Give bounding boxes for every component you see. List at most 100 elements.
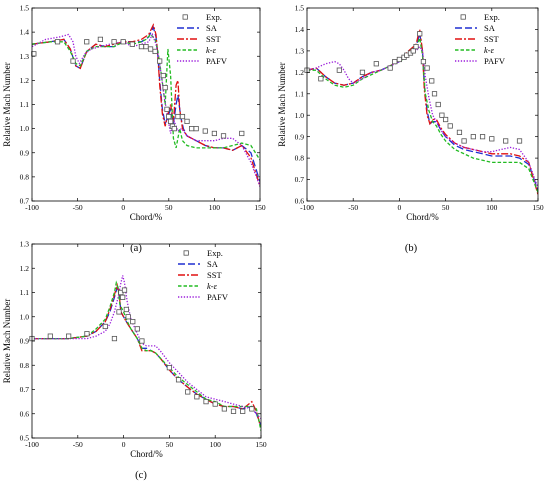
y-tick-label: 1.2 <box>20 264 30 273</box>
exp-point-c <box>121 287 128 293</box>
exp-point-a <box>138 44 145 50</box>
exp-point-a <box>193 126 199 132</box>
exp-point-b <box>373 61 379 67</box>
exp-point-a <box>162 85 168 91</box>
x-axis-label: Chord/% <box>406 212 439 222</box>
y-axis-label: Relative Mach Number <box>277 62 287 146</box>
exp-point-b <box>413 44 419 50</box>
y-tick-label: 0.5 <box>20 434 30 443</box>
exp-point-b <box>417 31 423 37</box>
series-b-3-line <box>307 37 538 193</box>
x-tick-label: 0 <box>122 440 126 449</box>
exp-point-a <box>97 36 103 42</box>
y-tick-label: 1.2 <box>295 68 305 77</box>
exp-point-a <box>175 113 181 120</box>
exp-point-a <box>111 39 117 45</box>
exp-point-a <box>120 39 126 45</box>
exp-point-a <box>54 39 61 45</box>
exp-point-b <box>429 78 435 84</box>
exp-point-b <box>318 76 324 82</box>
exp-point-b <box>442 116 449 123</box>
exp-point-b <box>420 59 427 65</box>
legend-label: k-ε <box>484 45 495 55</box>
legend-label: SA <box>484 23 496 33</box>
exp-point-c <box>116 309 122 315</box>
exp-point-a <box>166 113 172 120</box>
panel-label-c: (c) <box>135 470 147 481</box>
legend-label: k-ε <box>207 281 218 291</box>
y-tick-label: 1.1 <box>295 89 305 98</box>
x-tick-label: 100 <box>209 203 221 212</box>
exp-point-b <box>447 123 453 129</box>
series-c-1-line <box>32 285 261 427</box>
exp-point-b <box>359 69 366 75</box>
legend-label: SST <box>206 34 221 44</box>
x-tick-label: -50 <box>73 440 83 449</box>
exp-point-c <box>175 377 182 383</box>
exp-point-a <box>84 39 90 45</box>
exp-point-a <box>202 128 208 134</box>
exp-point-a <box>184 118 190 124</box>
legend-label: PAFV <box>206 56 228 66</box>
y-tick-label: 0.9 <box>20 337 30 346</box>
x-tick-label: -100 <box>25 203 39 212</box>
exp-point-a <box>179 113 186 120</box>
exp-point-a <box>143 44 149 50</box>
exp-point-a <box>160 72 166 79</box>
y-tick-label: 1.3 <box>20 52 30 61</box>
y-tick-label: 1.1 <box>20 100 30 109</box>
y-tick-label: 0.8 <box>20 361 30 370</box>
x-tick-label: 50 <box>165 203 173 212</box>
exp-point-c <box>166 365 172 371</box>
panel-label-a: (a) <box>130 243 142 254</box>
x-axis-label: Chord/% <box>130 449 163 459</box>
exp-point-c <box>240 408 246 414</box>
exp-point-c <box>111 335 118 342</box>
chart-b: -100 -50 0 50 100 150 0.6 0.7 0.8 0.9 1.0 1.1 1.2 1.3… <box>277 4 544 222</box>
y-tick-label: 0.8 <box>20 172 30 181</box>
exp-point-c <box>102 323 108 330</box>
exp-point-b <box>516 138 523 144</box>
y-tick-label: 1.3 <box>295 46 305 55</box>
y-tick-label: 0.8 <box>295 154 305 163</box>
series-a-1-line <box>32 25 260 182</box>
y-axis-label: Relative Mach Number <box>2 299 12 383</box>
exp-point-a <box>164 106 170 112</box>
legend-label: Exp. <box>206 12 222 22</box>
exp-point-c <box>125 314 131 320</box>
exp-point-a <box>220 133 227 139</box>
exp-point-c <box>134 326 140 332</box>
y-tick-label: 0.6 <box>295 197 305 206</box>
exp-point-c <box>130 318 136 325</box>
exp-point-a <box>152 48 158 55</box>
exp-point-a <box>70 58 76 64</box>
y-tick-label: 1.0 <box>295 111 305 120</box>
y-tick-label: 1.0 <box>20 124 30 133</box>
y-tick-label: 0.7 <box>20 385 30 394</box>
legend-label: k-ε <box>206 45 217 55</box>
exp-point-c <box>212 401 218 407</box>
exp-point-b <box>336 67 342 73</box>
exp-point-b <box>392 59 398 65</box>
x-tick-label: 0 <box>398 203 402 212</box>
series-c-2-line <box>32 282 261 429</box>
x-tick-label: -100 <box>25 440 39 449</box>
exp-point-c <box>66 333 72 339</box>
exp-point-c <box>249 406 255 412</box>
legend-label: SST <box>207 270 222 280</box>
y-tick-label: 0.9 <box>295 132 305 141</box>
series-b-2-line <box>307 29 538 195</box>
y-tick-label: 0.7 <box>295 175 305 184</box>
exp-point-a <box>211 130 217 137</box>
x-tick-label: 150 <box>532 203 544 212</box>
exp-point-c <box>120 294 126 300</box>
x-tick-label: 0 <box>121 203 125 212</box>
exp-point-a <box>168 118 174 124</box>
legend-label: SA <box>207 259 219 269</box>
series-a-3-line <box>32 33 260 161</box>
exp-point-c <box>221 406 227 412</box>
exp-point-c <box>123 306 129 313</box>
panel-label-b: (b) <box>405 243 418 254</box>
x-axis-label: Chord/% <box>130 212 163 222</box>
series-b-4-line <box>307 45 538 189</box>
